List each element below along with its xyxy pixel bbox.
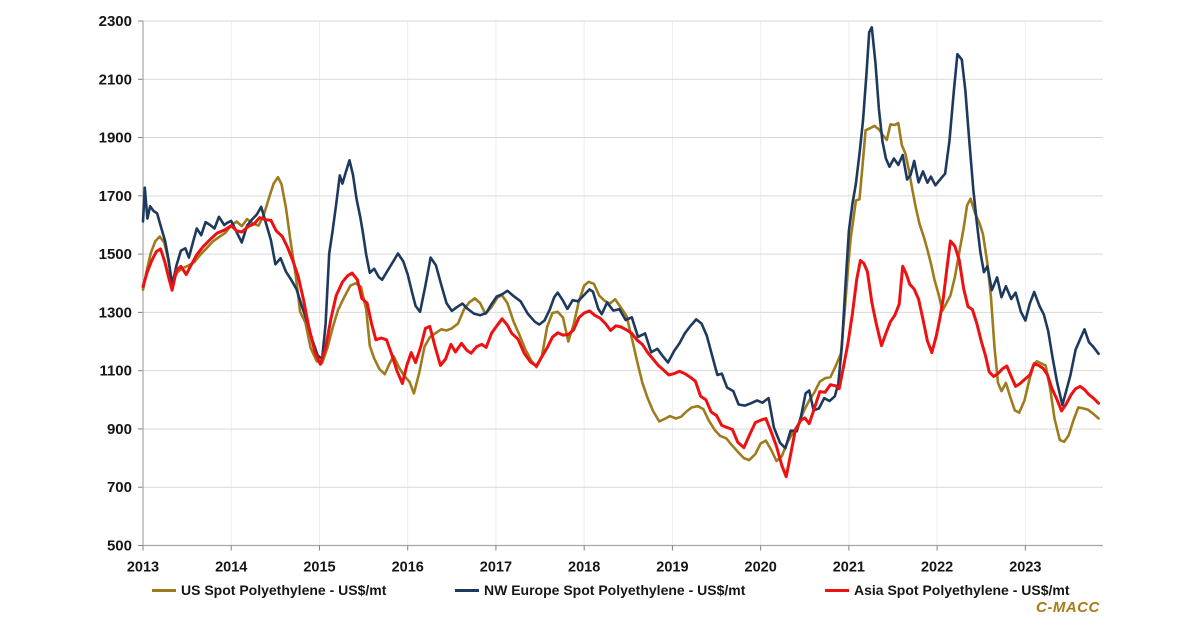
series-line-1 [141, 26, 1100, 450]
x-axis-tick-label: 2022 [921, 560, 953, 576]
legend-item-asia: Asia Spot Polyethylene - US$/mt [825, 581, 1070, 599]
y-axis-tick-label: 1300 [99, 304, 132, 321]
x-axis-labels: 2013 2014 2015 2016 2017 2018 2019 2020 2021 2022… [127, 560, 1042, 576]
series-lines [141, 26, 1101, 479]
legend: US Spot Polyethylene - US$/mt NW Europe … [0, 581, 1200, 601]
us-series-swatch-icon [152, 588, 176, 592]
asia-series-swatch-icon [825, 588, 849, 592]
series-line-2 [141, 216, 1101, 479]
x-axis-tick-label: 2018 [568, 560, 600, 576]
x-axis-tick-label: 2013 [127, 560, 159, 576]
legend-label-asia: Asia Spot Polyethylene - US$/mt [854, 582, 1070, 598]
x-axis-tick-label: 2021 [833, 560, 865, 576]
y-axis-tick-label: 500 [107, 538, 132, 555]
nw-europe-series-swatch-icon [455, 588, 479, 592]
x-axis-tick-label: 2023 [1009, 560, 1041, 576]
x-axis-tick-label: 2016 [392, 560, 424, 576]
legend-label-us: US Spot Polyethylene - US$/mt [181, 582, 387, 598]
y-axis-tick-label: 700 [107, 479, 132, 496]
y-axis-tick-label: 900 [107, 421, 132, 438]
y-axis-labels: 500 700 900 1100 1300 1500 1700 1900 2100 2300 [99, 13, 132, 555]
cmacc-watermark: C-MACC [1036, 599, 1100, 616]
x-axis-tick-label: 2015 [303, 560, 335, 576]
y-axis-tick-label: 1700 [99, 188, 132, 205]
y-axis-tick-label: 2300 [99, 13, 132, 30]
x-axis-tick-label: 2019 [656, 560, 688, 576]
x-axis-tick-label: 2017 [480, 560, 512, 576]
x-axis-tick-label: 2020 [745, 560, 777, 576]
axes [138, 20, 1103, 551]
y-axis-tick-label: 1900 [99, 130, 132, 147]
y-axis-tick-label: 1500 [99, 246, 132, 263]
vertical-gridlines [230, 21, 1026, 546]
legend-item-nw-europe: NW Europe Spot Polyethylene - US$/mt [455, 581, 745, 599]
y-axis-tick-label: 1100 [99, 363, 132, 380]
series-line-0 [141, 121, 1100, 463]
x-axis-tick-label: 2014 [215, 560, 247, 576]
y-axis-tick-label: 2100 [99, 71, 132, 88]
legend-item-us: US Spot Polyethylene - US$/mt [152, 581, 386, 599]
legend-label-nw-europe: NW Europe Spot Polyethylene - US$/mt [484, 582, 746, 598]
